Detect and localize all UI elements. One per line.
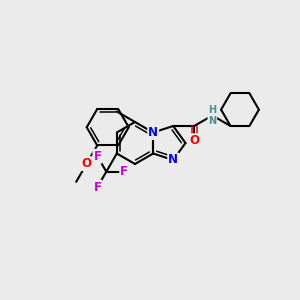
Text: F: F (120, 165, 128, 178)
Text: N: N (168, 154, 178, 166)
Text: O: O (189, 134, 199, 147)
Text: F: F (93, 150, 101, 163)
Text: O: O (82, 157, 92, 170)
Text: F: F (93, 181, 101, 194)
Text: N: N (148, 126, 158, 139)
Text: H
N: H N (208, 105, 216, 126)
